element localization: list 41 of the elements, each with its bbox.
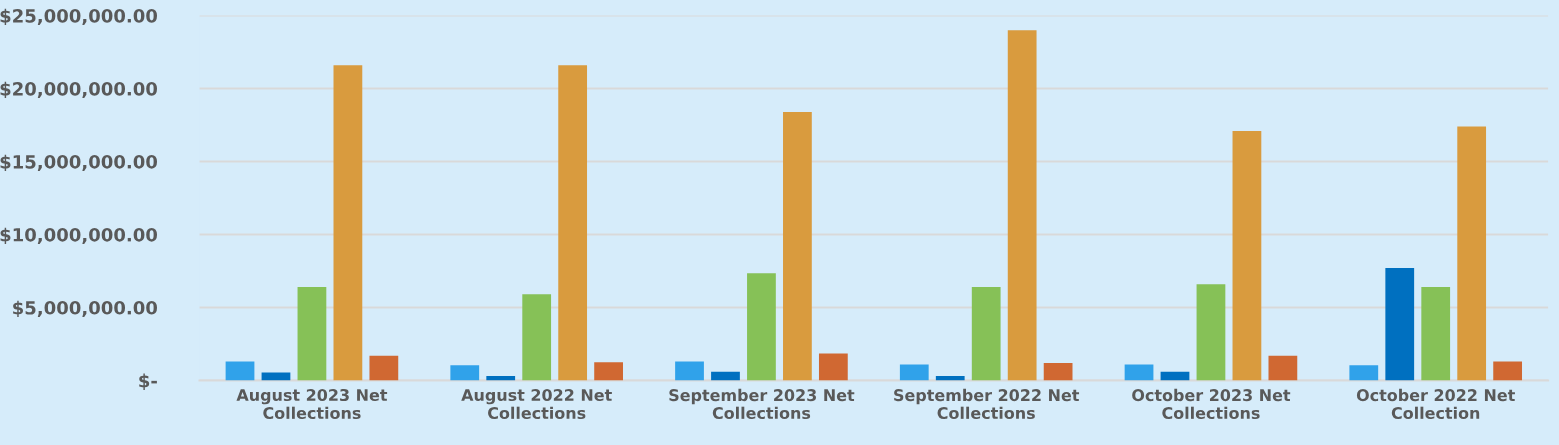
bar (711, 371, 740, 381)
bar (558, 65, 588, 381)
bar (1232, 130, 1262, 381)
bar (522, 294, 552, 381)
bar (935, 376, 965, 381)
y-tick-label: $15,000,000.00 (0, 154, 158, 172)
bar (450, 365, 480, 381)
x-tick-label: August 2022 Net Collections (461, 388, 612, 420)
bar (675, 361, 704, 381)
y-tick-label: $10,000,000.00 (0, 227, 158, 245)
x-tick-label: September 2022 Net Collections (894, 388, 1080, 420)
bar (1268, 355, 1298, 381)
bar (1007, 30, 1037, 381)
bar (1385, 268, 1415, 381)
bar (333, 65, 363, 381)
bar (1124, 364, 1154, 381)
bar (1493, 361, 1523, 381)
bar (783, 111, 812, 381)
bar (747, 273, 776, 381)
bar (971, 287, 1001, 381)
bar (261, 372, 291, 381)
bar (899, 364, 929, 381)
bar (594, 362, 623, 381)
bar (1196, 284, 1226, 381)
bar (1421, 287, 1451, 381)
bar (1349, 365, 1379, 381)
y-tick-label: $5,000,000.00 (13, 300, 158, 318)
bar (1043, 362, 1073, 381)
y-tick-label: $25,000,000.00 (0, 8, 158, 26)
x-tick-label: October 2023 Net Collections (1132, 388, 1291, 420)
x-tick-label: August 2023 Net Collections (236, 388, 388, 420)
x-tick-label: October 2022 Net Collection (1356, 388, 1515, 420)
y-tick-label: $- (139, 373, 157, 390)
bar (1457, 126, 1487, 381)
bar (369, 355, 399, 381)
bar (297, 287, 327, 381)
bar (818, 353, 848, 381)
x-tick-label: September 2023 Net Collections (669, 388, 855, 420)
bar (486, 376, 516, 381)
bar (225, 361, 255, 381)
y-tick-label: $20,000,000.00 (0, 81, 158, 99)
